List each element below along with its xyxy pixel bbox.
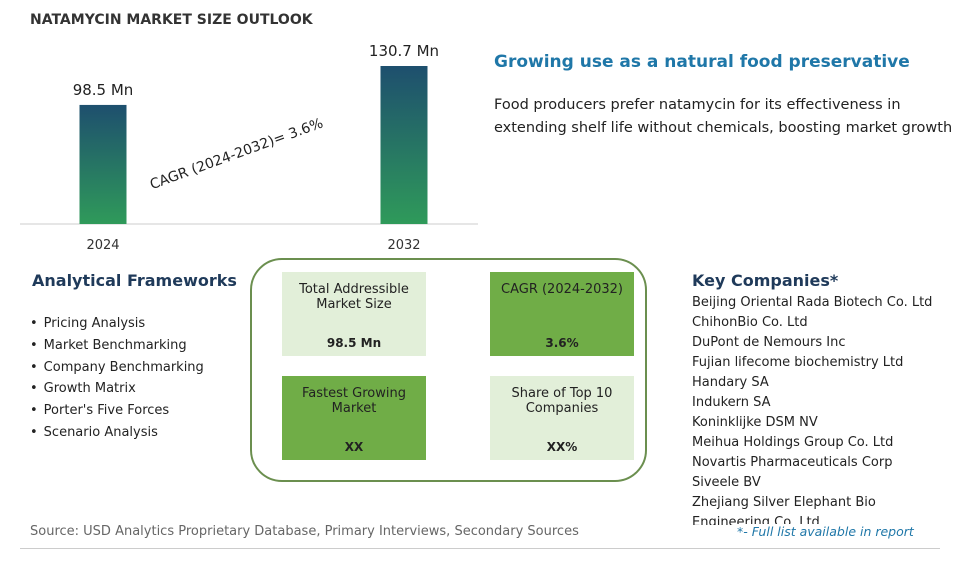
summary-label: Fastest Growing Market: [302, 386, 406, 416]
source: Source: USD Analytics Proprietary Databa…: [30, 524, 579, 539]
framework-item: • Scenario Analysis: [30, 422, 204, 444]
bar: [380, 66, 428, 224]
summary-value: 98.5 Mn: [326, 336, 382, 350]
bullet: •: [30, 359, 38, 375]
highlight-title: Growing use as a natural food preservati…: [494, 52, 910, 72]
framework-text: Porter's Five Forces: [43, 403, 170, 419]
summary-label: Share of Top 10 Companies: [511, 386, 613, 416]
summary-value: XX%: [546, 440, 578, 454]
company: Beijing Oriental Rada Biotech Co. Ltd: [692, 295, 933, 310]
summary-value: XX: [344, 440, 364, 454]
framework-text: Scenario Analysis: [43, 424, 158, 440]
value-label: 98.5 Mn: [73, 81, 134, 99]
framework-text: Pricing Analysis: [43, 316, 146, 331]
framework-item: • Market Benchmarking: [30, 335, 204, 357]
summary-label: CAGR (2024-2032): [501, 282, 623, 297]
framework-item: • Growth Matrix: [30, 378, 204, 400]
x-tick-label: 2024: [86, 238, 119, 253]
framework-text: Market Benchmarking: [43, 337, 187, 353]
company: Indukern SA: [692, 395, 771, 410]
framework-item: • Pricing Analysis: [30, 313, 204, 335]
company: Siveele BV: [692, 475, 761, 490]
company: ChihonBio Co. Ltd: [692, 315, 808, 330]
framework-text: Growth Matrix: [43, 381, 136, 397]
framework-item: • Company Benchmarking: [30, 357, 204, 379]
summary-value: 3.6%: [545, 336, 579, 350]
company: Zhejiang Silver Elephant Bio Engineering…: [692, 495, 876, 525]
value-label: 130.7 Mn: [369, 42, 439, 60]
company: Novartis Pharmaceuticals Corp: [692, 455, 893, 470]
companies-title: Key Companies*: [692, 271, 839, 290]
summary-box: Total Addressible Market Size 98.5 Mn: [282, 272, 426, 356]
chart: CAGR (2024-2032)= 3.6% 98.5 Mn 2024 130.7 …: [20, 42, 478, 253]
summary-box: Share of Top 10 Companies XX%: [490, 376, 634, 460]
footnote: *- Full list available in report: [733, 524, 918, 539]
frameworks-list: • Pricing Analysis • Market Benchmarking • Co…: [30, 313, 204, 444]
summary-frame: [250, 258, 647, 482]
summary-label: Total Addressible Market Size: [299, 282, 409, 312]
company: Handary SA: [692, 375, 769, 390]
bullet: •: [30, 337, 38, 353]
divider: [20, 548, 940, 549]
company: Koninklijke DSM NV: [692, 415, 818, 430]
bullet: •: [30, 424, 38, 440]
cagr-annotation: CAGR (2024-2032)= 3.6%: [148, 115, 326, 193]
frameworks-title: Analytical Frameworks: [32, 271, 237, 290]
bullet: •: [30, 403, 38, 419]
summary-box: CAGR (2024-2032) 3.6%: [490, 272, 634, 356]
framework-item: • Porter's Five Forces: [30, 400, 204, 422]
x-tick-label: 2032: [387, 238, 420, 253]
bullet: •: [30, 316, 38, 331]
companies-list: Beijing Oriental Rada Biotech Co. Ltd Chi…: [692, 293, 947, 525]
company: DuPont de Nemours Inc: [692, 335, 846, 350]
company: Fujian lifecome biochemistry Ltd: [692, 355, 904, 370]
company: Meihua Holdings Group Co. Ltd: [692, 435, 894, 450]
bar: [79, 104, 127, 224]
framework-text: Company Benchmarking: [43, 359, 204, 375]
bullet: •: [30, 381, 38, 397]
chart-title: NATAMYCIN MARKET SIZE OUTLOOK: [30, 12, 313, 28]
highlight-text: Food producers prefer natamycin for its …: [494, 97, 953, 136]
summary-box: Fastest Growing Market XX: [282, 376, 426, 460]
